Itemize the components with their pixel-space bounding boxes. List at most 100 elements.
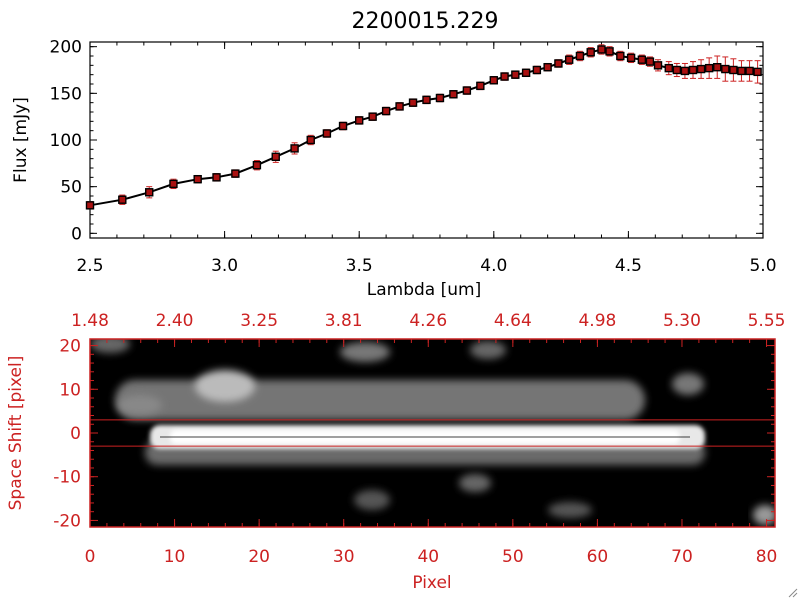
spectrum-point <box>368 112 377 121</box>
spectrum-x-tick-label: 4.5 <box>615 256 642 276</box>
data-marker <box>554 59 563 68</box>
blob-left-upper <box>195 370 255 402</box>
data-marker <box>521 68 531 78</box>
data-marker <box>169 179 178 189</box>
spectrum-y-tick-label: 100 <box>50 131 82 151</box>
data-marker <box>737 66 746 76</box>
spectrum-series <box>85 44 762 210</box>
image-top-wavelength-label: 4.64 <box>494 311 532 331</box>
blob-bottom-right <box>753 505 775 525</box>
image-y-tick-label: 0 <box>70 424 81 444</box>
spectrum-point <box>489 76 498 85</box>
data-marker <box>271 152 280 162</box>
data-marker <box>290 144 299 153</box>
data-marker <box>575 51 585 61</box>
spectrum-x-tick-label: 5.0 <box>749 256 776 276</box>
data-marker <box>605 47 614 56</box>
image-x-tick-label: 60 <box>587 547 609 567</box>
image-x-tick-label: 10 <box>164 547 186 567</box>
blob-top-1 <box>340 342 390 362</box>
spectrum-point <box>435 93 445 103</box>
image-y-tick-label: 10 <box>59 380 81 400</box>
spectrum-x-tick-label: 3.0 <box>211 256 238 276</box>
spectrum-point <box>597 44 606 55</box>
spectrum-point <box>616 50 625 62</box>
spectrum-point <box>511 70 520 79</box>
spectrum-point <box>521 68 531 78</box>
spectrum-point <box>564 54 574 65</box>
spectrum-point <box>645 56 655 67</box>
spectrum-point <box>395 102 404 111</box>
data-marker <box>422 95 431 105</box>
spectrum-y-tick-label: 50 <box>60 178 82 198</box>
spectrum-y-label: Flux [mJy] <box>11 97 31 183</box>
data-marker <box>653 61 663 70</box>
image-top-wavelength-label: 2.40 <box>156 311 194 331</box>
data-marker <box>85 201 95 210</box>
data-marker <box>680 66 690 76</box>
spectrum-point <box>462 86 472 95</box>
data-marker <box>511 70 520 79</box>
blob-right-upper <box>672 373 704 395</box>
spectrum-x-tick-label: 4.0 <box>480 256 507 276</box>
image-x-tick-label: 0 <box>85 547 96 567</box>
image-x-ticks: 0 10 20 30 40 50 60 70 80 <box>85 339 778 567</box>
data-marker <box>489 76 498 85</box>
data-marker <box>745 66 754 76</box>
image-y-ticks: 20 10 0 -10 -20 <box>53 337 775 531</box>
data-marker <box>231 169 240 178</box>
data-marker <box>729 65 738 75</box>
spectrum-point <box>729 58 738 82</box>
data-marker <box>543 63 552 72</box>
resize-grip-icon[interactable] <box>786 586 798 598</box>
spectrum-plot-frame <box>89 41 764 239</box>
image-x-label: Pixel <box>412 573 451 593</box>
spectrum-point <box>680 62 690 79</box>
data-marker <box>408 98 418 107</box>
spectrum-point <box>381 106 391 116</box>
image-top-wavelength-label: 3.25 <box>240 311 278 331</box>
spectrum-point <box>169 178 178 190</box>
blob-bottom-1 <box>354 490 390 510</box>
spectrum-x-label: Lambda [um] <box>367 280 481 300</box>
image-x-tick-label: 30 <box>333 547 355 567</box>
data-marker <box>532 65 542 75</box>
data-marker <box>476 81 485 91</box>
blob-bottom-2 <box>459 474 491 492</box>
spectrum-point <box>476 81 485 91</box>
spectrum-point <box>306 134 315 146</box>
spectrum-point <box>688 61 698 79</box>
image-x-tick-label: 50 <box>502 547 524 567</box>
spectrum-point <box>422 95 431 105</box>
spectrum-point <box>653 59 663 72</box>
image-y-label: Space Shift [pixel] <box>6 356 26 511</box>
data-marker <box>145 188 154 197</box>
spectrum-point <box>575 50 585 62</box>
spectrum-x-ticks: 2.5 3.0 3.5 4.0 4.5 5.0 <box>76 42 777 276</box>
spectrum-point <box>664 61 673 76</box>
spectrum-point <box>737 60 746 82</box>
image-top-wavelength-label: 5.30 <box>663 311 701 331</box>
spectrum-point <box>605 46 614 57</box>
trace-image <box>90 339 775 527</box>
spectrum-point <box>290 142 299 155</box>
data-marker <box>597 45 606 54</box>
spectrum-point <box>713 55 722 79</box>
blob-top-2 <box>470 341 506 359</box>
spectrum-plot: 2200015.229 2.5 3.0 3.5 4.0 4.5 5.0 0 50 100 150… <box>11 9 777 300</box>
spectrum-point <box>532 65 542 75</box>
spectrum-point <box>231 169 240 178</box>
image-top-wavelength-label: 4.26 <box>409 311 447 331</box>
image-top-wavelength-label: 3.81 <box>325 311 363 331</box>
image-x-tick-label: 80 <box>756 547 778 567</box>
data-marker <box>664 63 673 73</box>
image-y-tick-label: -20 <box>53 511 81 531</box>
data-marker <box>645 57 655 66</box>
data-marker <box>500 72 509 81</box>
data-marker <box>252 160 262 170</box>
data-marker <box>616 51 625 61</box>
spectrum-y-ticks: 0 50 100 150 200 <box>50 38 763 244</box>
spectrum-point <box>322 129 332 138</box>
image-y-tick-label: 20 <box>59 337 81 357</box>
